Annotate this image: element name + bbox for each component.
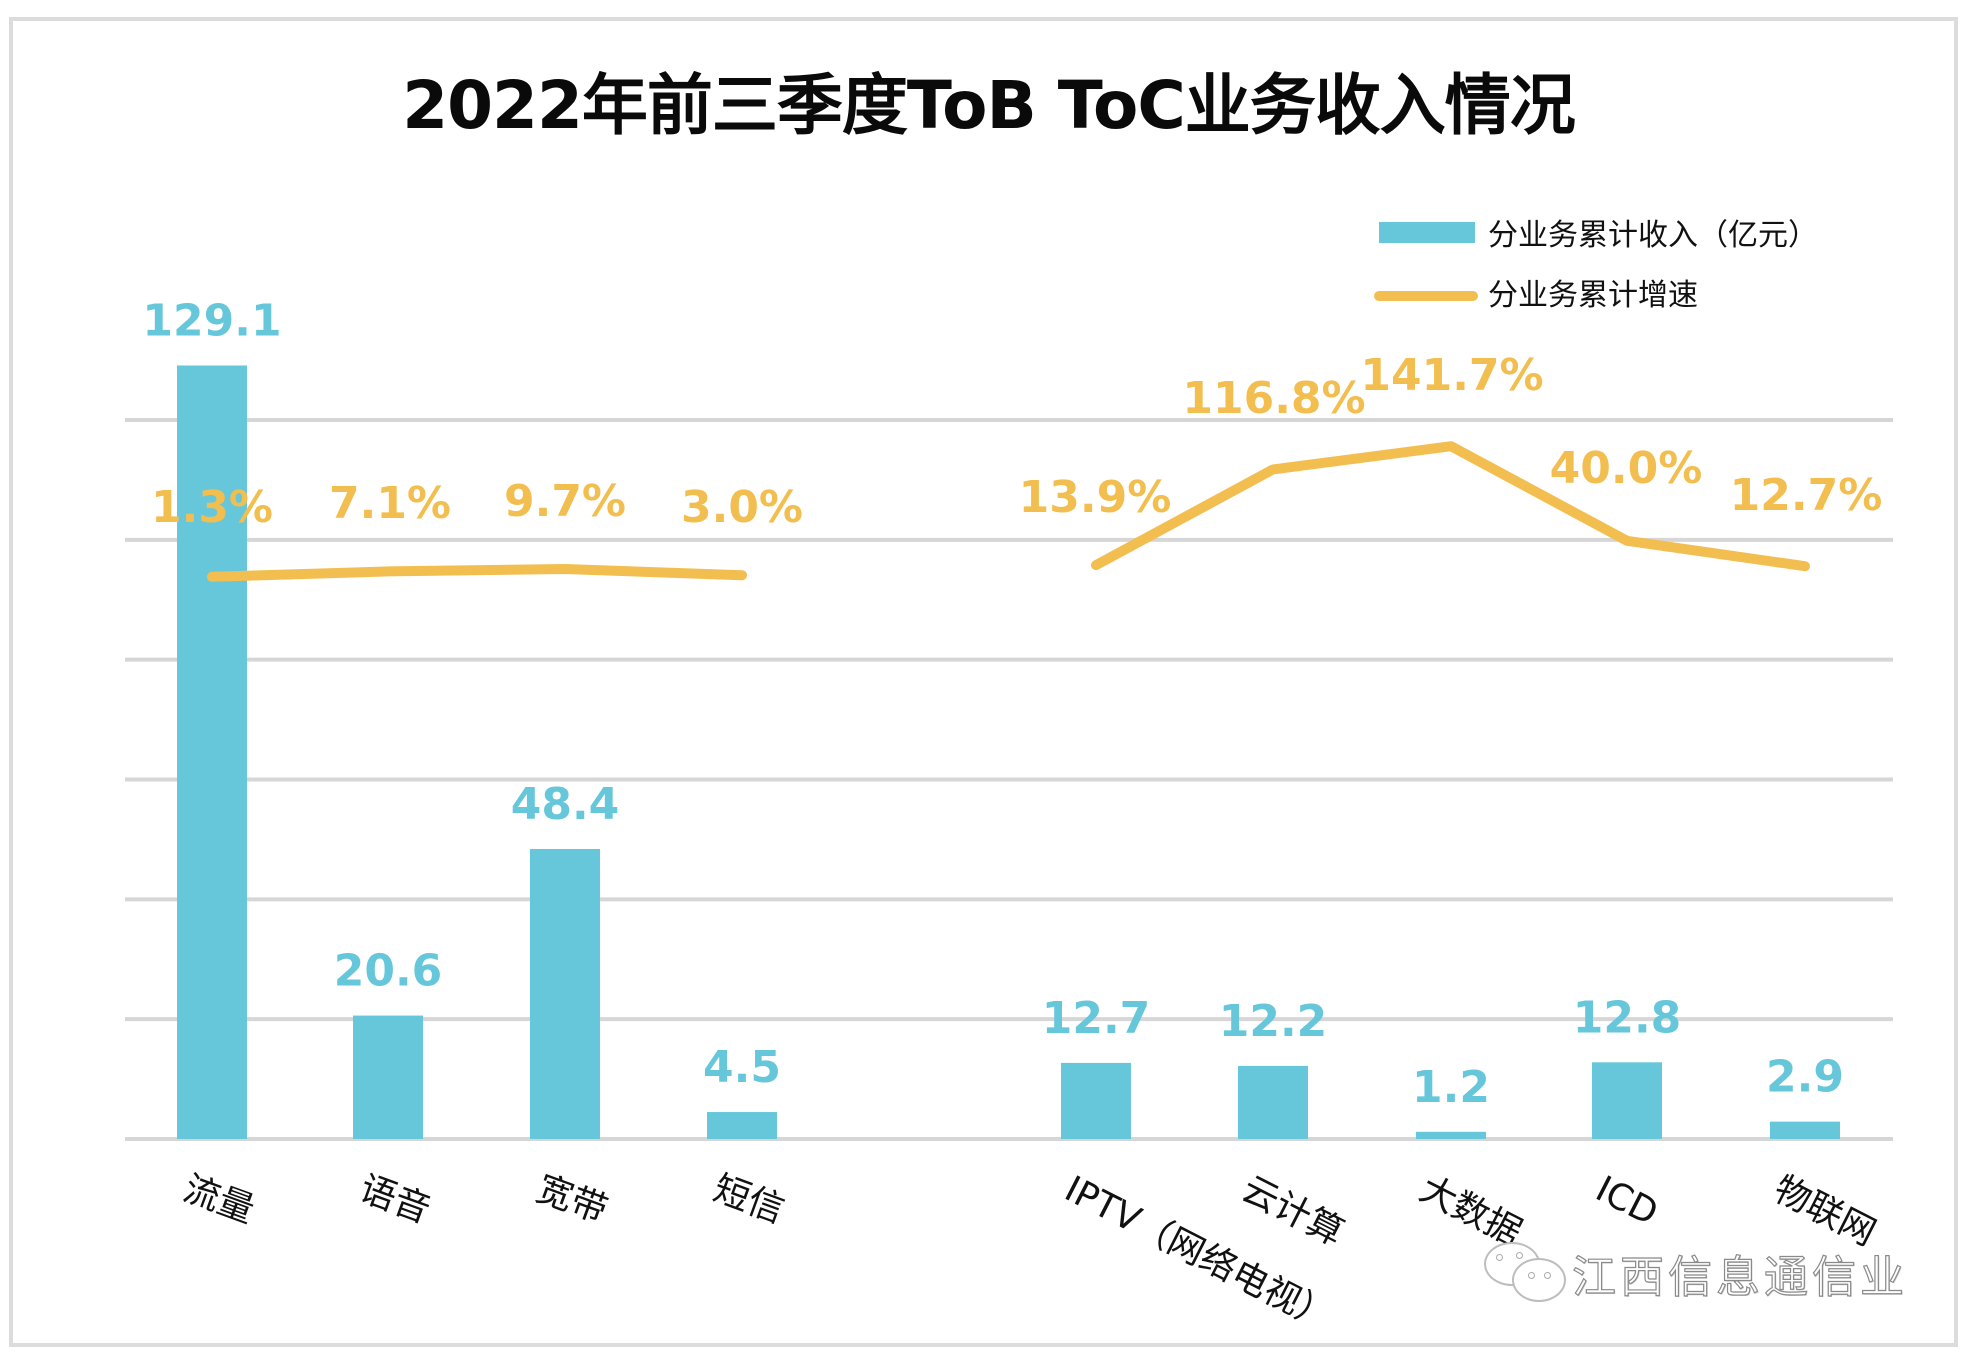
line-swatch-icon — [1374, 291, 1478, 301]
category-label: 宽带 — [531, 1168, 613, 1231]
bar-value-label: 12.7 — [1042, 993, 1151, 1044]
revenue-bars — [177, 365, 1840, 1139]
bar — [530, 849, 600, 1139]
bar-value-label: 12.8 — [1573, 992, 1682, 1043]
bar-value-label: 20.6 — [334, 946, 443, 997]
legend-label-revenue: 分业务累计收入（亿元） — [1488, 218, 1818, 253]
category-label: 短信 — [708, 1168, 790, 1231]
bar-value-label: 2.9 — [1766, 1052, 1844, 1103]
bar — [1416, 1131, 1486, 1139]
bar-value-label: 129.1 — [142, 295, 281, 346]
growth-value-label: 7.1% — [329, 478, 451, 529]
bar — [707, 1112, 777, 1139]
wechat-icon — [1482, 1240, 1566, 1306]
category-label: 流量 — [178, 1168, 260, 1231]
bar — [1238, 1065, 1308, 1139]
bar — [353, 1015, 423, 1139]
bar-value-label: 48.4 — [511, 779, 620, 830]
growth-value-label: 13.9% — [1019, 472, 1172, 523]
category-label: 语音 — [354, 1168, 436, 1231]
growth-line — [207, 564, 747, 582]
bar-value-label: 12.2 — [1219, 996, 1328, 1047]
bar — [177, 365, 247, 1139]
chart-title: 2022年前三季度ToB ToC业务收入情况 — [402, 67, 1576, 144]
growth-lines — [207, 441, 1810, 582]
watermark-text: 江西信息通信业 — [1571, 1251, 1908, 1303]
bar — [1592, 1062, 1662, 1139]
growth-value-label: 12.7% — [1730, 470, 1883, 521]
bar — [1061, 1062, 1131, 1139]
growth-value-labels: 1.3% 7.1% 9.7% 3.0% 13.9%116.8%141.7%40.0% 12… — [151, 350, 1882, 533]
bar — [1770, 1121, 1840, 1139]
growth-value-label: 141.7% — [1360, 350, 1543, 401]
growth-value-label: 40.0% — [1550, 443, 1703, 494]
bar-value-label: 1.2 — [1412, 1062, 1490, 1113]
watermark: 江西信息通信业 — [1482, 1238, 1908, 1308]
growth-value-label: 1.3% — [151, 482, 273, 533]
revenue-value-labels: 129.1 20.6 48.4 4.5 12.7 12.2 1.2 12.8 2.9 — [142, 295, 1844, 1112]
bar-value-label: 4.5 — [703, 1042, 781, 1093]
category-label: ICD — [1589, 1169, 1664, 1234]
category-label: 云计算 — [1235, 1169, 1350, 1255]
growth-value-label: 3.0% — [681, 482, 803, 533]
legend-label-growth: 分业务累计增速 — [1488, 278, 1698, 313]
bar-swatch-icon — [1379, 222, 1475, 243]
growth-value-label: 116.8% — [1182, 373, 1365, 424]
growth-value-label: 9.7% — [504, 476, 626, 527]
